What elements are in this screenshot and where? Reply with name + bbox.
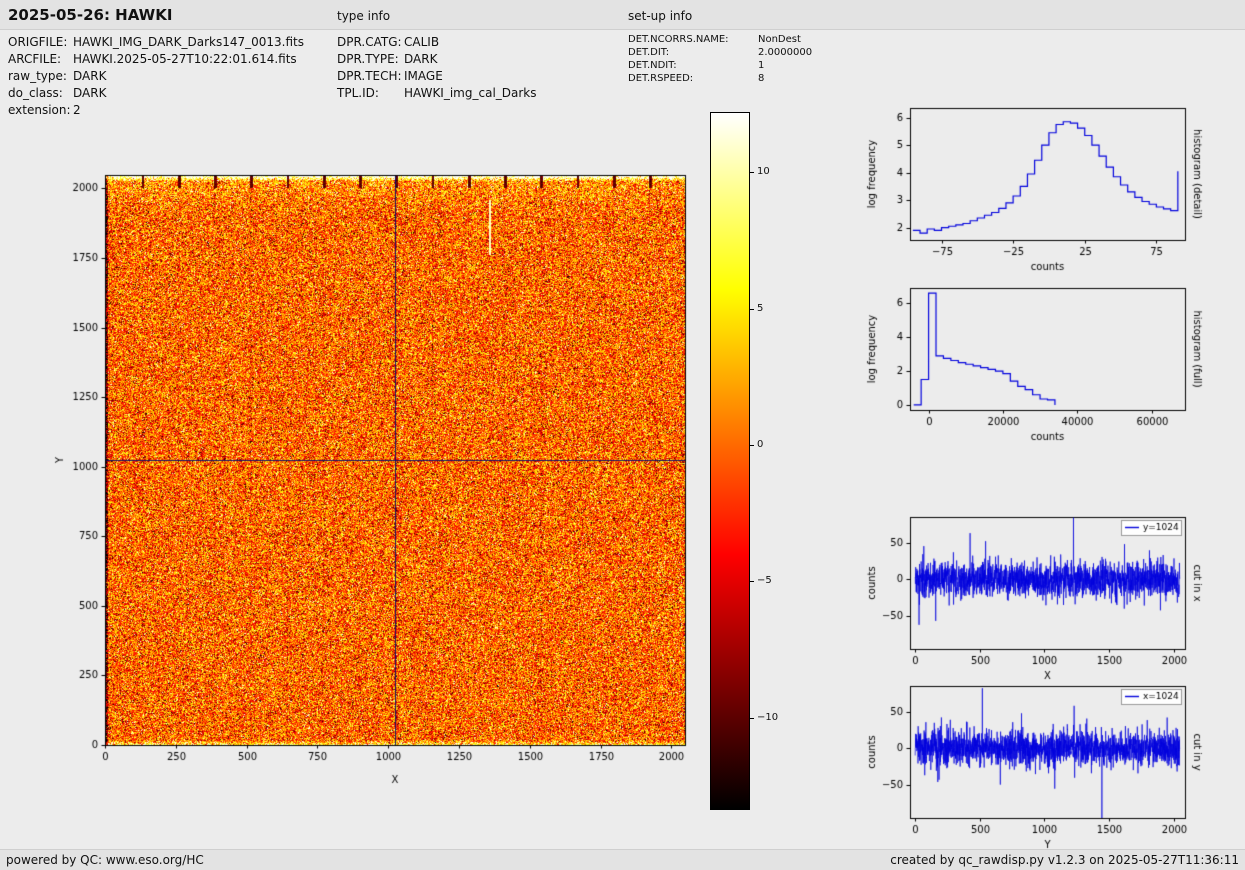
colorbar-tickmark [750, 308, 754, 310]
info-label: DET.NCORRS.NAME: [628, 34, 729, 45]
info-label: ARCFILE: [8, 51, 62, 66]
footer-right-text: created by qc_rawdisp.py v1.2.3 on 2025-… [890, 853, 1239, 867]
info-row: DET.NDIT: 1 [628, 59, 812, 72]
info-label: raw_type: [8, 68, 67, 83]
info-value: DARK [73, 85, 107, 100]
info-row: ARCFILE: HAWKI.2025-05-27T10:22:01.614.fi… [8, 50, 304, 67]
info-label: ORIGFILE: [8, 34, 68, 49]
info-row: TPL.ID: HAWKI_img_cal_Darks [337, 84, 537, 101]
info-value: HAWKI_img_cal_Darks [404, 85, 537, 100]
info-row: DPR.CATG: CALIB [337, 33, 537, 50]
info-value: 8 [758, 73, 765, 84]
colorbar-tick-label: 5 [757, 302, 764, 314]
top-bar [0, 0, 1245, 30]
type-info-block: DPR.CATG: CALIB DPR.TYPE: DARK DPR.TECH: IM… [337, 33, 537, 101]
bottom-bar: powered by QC: www.eso.org/HC created by… [0, 849, 1245, 870]
info-label: extension: [8, 102, 71, 117]
info-value: HAWKI.2025-05-27T10:22:01.614.fits [73, 51, 297, 66]
info-value: CALIB [404, 34, 440, 49]
colorbar-tickmark [750, 717, 754, 719]
colorbar-tickmark [750, 581, 754, 583]
info-label: DET.DIT: [628, 47, 670, 58]
info-value: DARK [404, 51, 438, 66]
info-value: HAWKI_IMG_DARK_Darks147_0013.fits [73, 34, 304, 49]
info-label: DPR.TYPE: [337, 51, 399, 66]
setup-info-heading: set-up info [628, 9, 693, 23]
info-label: do_class: [8, 85, 63, 100]
histogram-full-canvas [848, 272, 1245, 452]
info-row: raw_type: DARK [8, 67, 304, 84]
colorbar-tick-label: 0 [757, 438, 764, 450]
type-info-heading: type info [337, 9, 391, 23]
page-title: 2025-05-26: HAWKI [8, 6, 173, 24]
main-image-plot-canvas [40, 135, 700, 800]
footer-left-text: powered by QC: www.eso.org/HC [6, 853, 204, 867]
info-value: 2 [73, 102, 81, 117]
cut-in-y-canvas [848, 672, 1245, 857]
colorbar-tickmark [750, 172, 754, 174]
info-row: do_class: DARK [8, 84, 304, 101]
info-value: 1 [758, 60, 765, 71]
info-row: DET.NCORRS.NAME: NonDest [628, 33, 812, 46]
info-label: TPL.ID: [337, 85, 379, 100]
colorbar-tick-label: −10 [757, 711, 779, 723]
colorbar-tick-label: 10 [757, 166, 770, 178]
info-row: extension: 2 [8, 101, 304, 118]
file-info-block: ORIGFILE: HAWKI_IMG_DARK_Darks147_0013.fi… [8, 33, 304, 118]
info-value: IMAGE [404, 68, 443, 83]
info-label: DET.NDIT: [628, 60, 677, 71]
setup-info-block: DET.NCORRS.NAME: NonDest DET.DIT: 2.000000… [628, 33, 812, 85]
info-label: DET.RSPEED: [628, 73, 694, 84]
info-row: DPR.TYPE: DARK [337, 50, 537, 67]
colorbar-gradient [710, 112, 750, 810]
info-label: DPR.CATG: [337, 34, 402, 49]
histogram-detail-canvas [848, 93, 1245, 285]
cut-in-x-canvas [848, 505, 1245, 685]
info-row: DET.DIT: 2.0000000 [628, 46, 812, 59]
colorbar-tick-label: −5 [757, 575, 772, 587]
info-row: DPR.TECH: IMAGE [337, 67, 537, 84]
info-value: NonDest [758, 34, 801, 45]
colorbar-tickmark [750, 444, 754, 446]
info-row: ORIGFILE: HAWKI_IMG_DARK_Darks147_0013.fi… [8, 33, 304, 50]
info-row: DET.RSPEED: 8 [628, 72, 812, 85]
info-value: DARK [73, 68, 107, 83]
info-label: DPR.TECH: [337, 68, 402, 83]
info-value: 2.0000000 [758, 47, 813, 58]
